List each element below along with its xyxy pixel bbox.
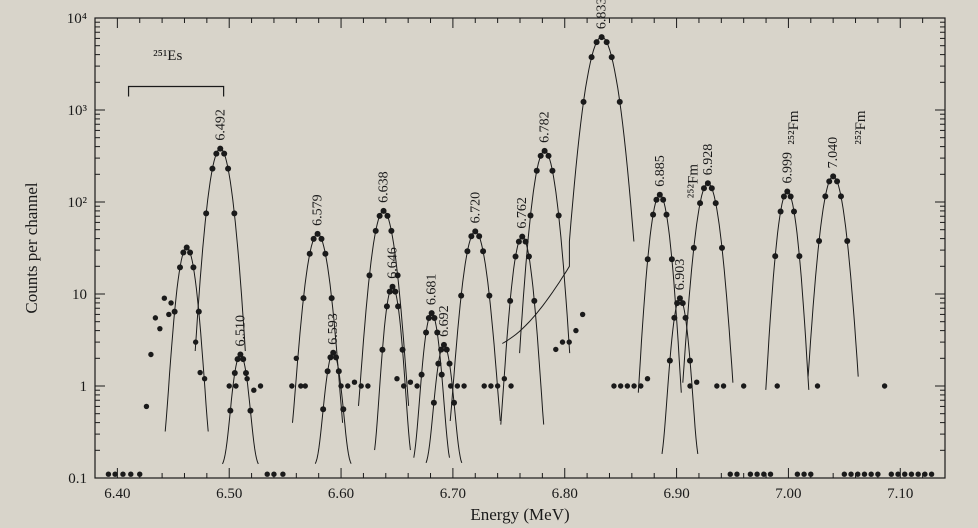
- y-axis-label: Counts per channel: [22, 182, 41, 314]
- y-tick-label: 10²: [68, 195, 88, 211]
- x-tick-label: 7.00: [775, 486, 801, 502]
- y-tick-label: 10: [72, 287, 87, 303]
- isotope-label: ²⁵²Fm: [853, 110, 869, 145]
- y-tick-label: 10³: [68, 103, 88, 119]
- isotope-label: ²⁵²Fm: [786, 110, 802, 145]
- y-tick-label: 10⁴: [67, 11, 87, 27]
- spectrum-chart: 6.40 6.50 6.60 6.70 6.80 6.90 7.00 7.10 0.1 1 10 10…: [0, 0, 978, 528]
- x-tick-label: 7.10: [887, 486, 913, 502]
- peak-label: 6.928: [701, 144, 716, 176]
- peak-label: 6.593: [326, 313, 341, 345]
- peak-label: 6.681: [425, 274, 440, 306]
- isotope-label: ²⁵¹Es: [153, 48, 182, 64]
- peak-label: 7.040: [826, 137, 841, 169]
- x-tick-label: 6.60: [328, 486, 354, 502]
- x-tick-label: 6.40: [104, 486, 130, 502]
- peak-label: 6.903: [673, 259, 688, 291]
- peak-label: 6.762: [515, 197, 530, 229]
- peak-label: 6.579: [311, 194, 326, 226]
- x-tick-label: 6.90: [663, 486, 689, 502]
- chart-svg: 6.40 6.50 6.60 6.70 6.80 6.90 7.00 7.10 0.1 1 10 10…: [0, 0, 978, 528]
- x-tick-label: 6.50: [216, 486, 242, 502]
- peak-label: 6.646: [386, 247, 401, 279]
- peak-label: 6.638: [377, 171, 392, 203]
- peak-label: 6.510: [233, 315, 248, 347]
- peak-label: 6.692: [437, 305, 452, 337]
- peak-label: 6.720: [468, 192, 483, 224]
- peak-label: 6.492: [213, 109, 228, 141]
- x-axis-label: Energy (MeV): [470, 505, 569, 524]
- peak-label: 6.782: [538, 111, 553, 143]
- x-tick-label: 6.70: [440, 486, 466, 502]
- peak-label: 6.833: [595, 0, 610, 29]
- y-tick-label: 1: [80, 379, 88, 395]
- peak-label: 6.885: [653, 155, 668, 187]
- x-tick-label: 6.80: [552, 486, 578, 502]
- peak-label: 6.999: [780, 152, 795, 184]
- y-tick-label: 0.1: [68, 471, 87, 487]
- isotope-label: ²⁵²Fm: [685, 164, 701, 199]
